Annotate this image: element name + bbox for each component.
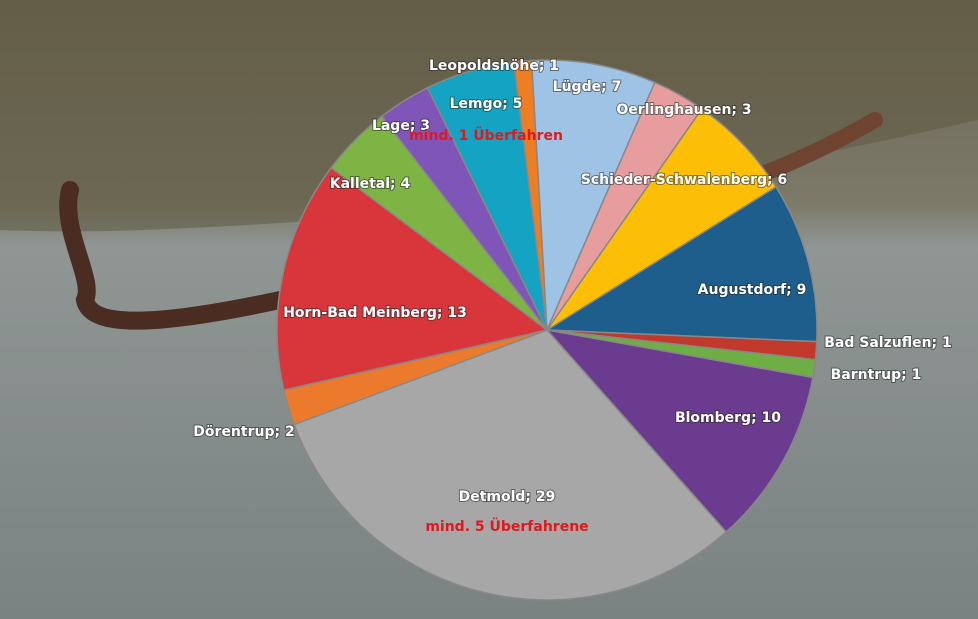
slice-label: Oerlinghausen; 3 [616,102,751,118]
slice-label: Dörentrup; 2 [193,424,294,440]
slice-label: Barntrup; 1 [831,367,922,383]
slice-label: Leopoldshöhe; 1 [429,58,559,74]
slice-label: Lügde; 7 [553,79,622,95]
slice-label: Lemgo; 5 [450,96,523,112]
slice-label: Detmold; 29 [459,489,556,505]
annotation: mind. 5 Überfahrene [425,517,588,535]
slice-label: Horn-Bad Meinberg; 13 [283,305,467,321]
chart: Augustdorf; 9 Bad Salzuflen; 1 Barntrup; 1… [0,0,978,619]
slice-label: Blomberg; 10 [675,410,781,426]
annotation: mind. 1 Überfahren [409,126,563,144]
slice-label: Kalletal; 4 [330,176,411,192]
slice-label: Schieder-Schwalenberg; 6 [581,172,788,188]
slice-label: Bad Salzuflen; 1 [824,335,952,351]
slice-label: Augustdorf; 9 [698,282,807,298]
